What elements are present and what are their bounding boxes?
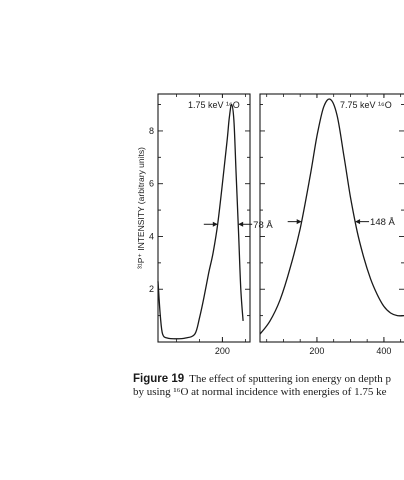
caption-text-1: The effect of sputtering ion energy on d…: [189, 373, 391, 385]
panel-frame: [259, 93, 404, 343]
y-axis-label: ³¹P⁺ INTENSITY (arbitrary units): [136, 147, 146, 269]
x-tick-label: 200: [215, 346, 230, 356]
series-line: [259, 98, 404, 335]
fwhm-label: 148 Å: [370, 217, 395, 228]
figure-label: Figure 19: [133, 373, 185, 385]
y-tick-label: 4: [149, 231, 154, 241]
depth-profile-chart: 200 2 4 6 8 ³¹P⁺ INTENSITY (arbitrary units) 7…: [136, 93, 404, 356]
x-tick-label: 400: [376, 346, 391, 356]
y-tick-label: 2: [149, 284, 154, 294]
fwhm-label: 78 Å: [253, 220, 273, 231]
fwhm-arrowhead-right: [238, 221, 244, 227]
y-tick-label: 6: [149, 179, 154, 189]
energy-annotation: 1.75 keV ¹⁶O: [188, 100, 240, 110]
fwhm-arrowhead-right: [355, 219, 361, 225]
panel-right: 200 400 148 Å 7.75 keV ¹⁶O: [259, 93, 404, 356]
series-line: [157, 103, 244, 340]
fwhm-arrowhead-left: [212, 221, 218, 227]
energy-annotation: 7.75 keV ¹⁶O: [340, 100, 392, 110]
caption-line-2: by using ¹⁶O at normal incidence with en…: [133, 386, 387, 398]
fwhm-arrowhead-left: [296, 219, 302, 225]
caption-line-1: Figure 19 The effect of sputtering ion en…: [133, 373, 404, 386]
figure-caption: Figure 19 The effect of sputtering ion en…: [133, 373, 404, 399]
x-tick-label: 200: [309, 346, 324, 356]
panel-left: 200 2 4 6 8 ³¹P⁺ INTENSITY (arbitrary units) 7…: [136, 93, 273, 356]
panel-frame: [157, 93, 251, 343]
y-tick-label: 8: [149, 126, 154, 136]
